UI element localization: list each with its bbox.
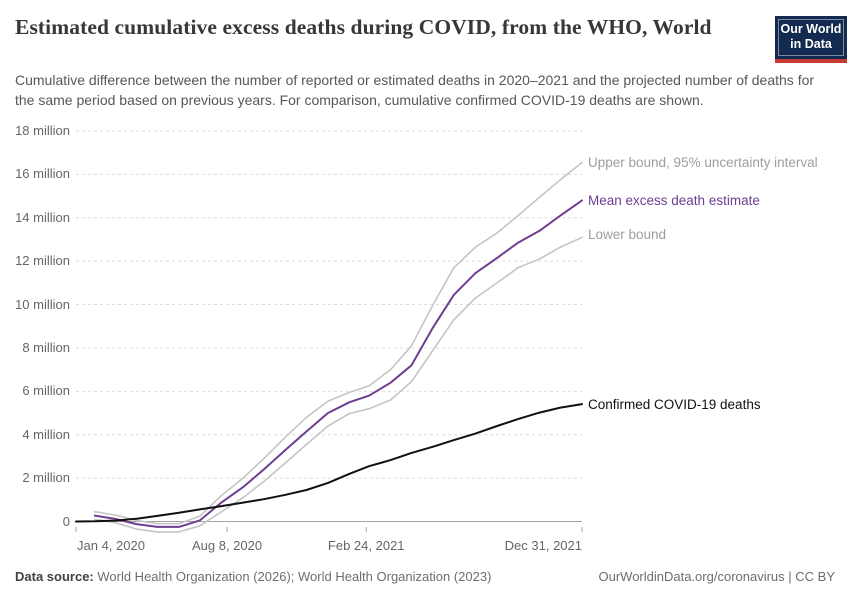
x-tick-label: Feb 24, 2021 [327,538,405,553]
series-label-lower-bound: Lower bound [588,227,667,242]
y-tick-label: 2 million [22,470,70,486]
y-tick-label: 12 million [15,253,70,269]
x-tick-label: Dec 31, 2021 [504,538,582,553]
y-tick-label: 18 million [15,123,70,138]
series-line [94,236,583,533]
y-tick-label: 8 million [22,339,70,355]
x-tick-label: Aug 8, 2020 [191,538,263,553]
chart-subtitle: Cumulative difference between the number… [15,72,815,108]
data-source-text: World Health Organization (2026); World … [93,569,492,584]
owid-logo-text: Our World in Data [778,19,844,56]
y-tick-label: 0 [62,513,70,529]
series-line [94,161,583,525]
owid-logo-red-bar [775,58,847,63]
x-tick-label: Jan 4, 2020 [77,538,145,553]
series-line [93,199,583,528]
y-tick-label: 4 million [22,426,70,442]
series-label-upper-bound: Upper bound, 95% uncertainty interval [588,155,818,170]
y-tick-label: 14 million [15,209,70,225]
chart-footer: Data source: World Health Organization (… [15,569,835,584]
y-tick-label: 10 million [15,296,70,312]
rights-link[interactable]: OurWorldinData.org/coronavirus | CC BY [598,569,835,584]
data-source-label: Data source: [15,569,94,584]
owid-logo[interactable]: Our World in Data [775,16,847,63]
series-label-confirmed-deaths: Confirmed COVID-19 deaths [588,397,761,412]
series-line [75,403,583,523]
owid-logo-line1: Our World [780,22,842,36]
y-tick-label: 16 million [15,166,70,182]
series-label-mean-estimate: Mean excess death estimate [588,193,760,208]
chart-title: Estimated cumulative excess deaths durin… [15,15,712,39]
y-tick-label: 6 million [22,383,70,399]
owid-logo-line2: in Data [790,36,832,51]
